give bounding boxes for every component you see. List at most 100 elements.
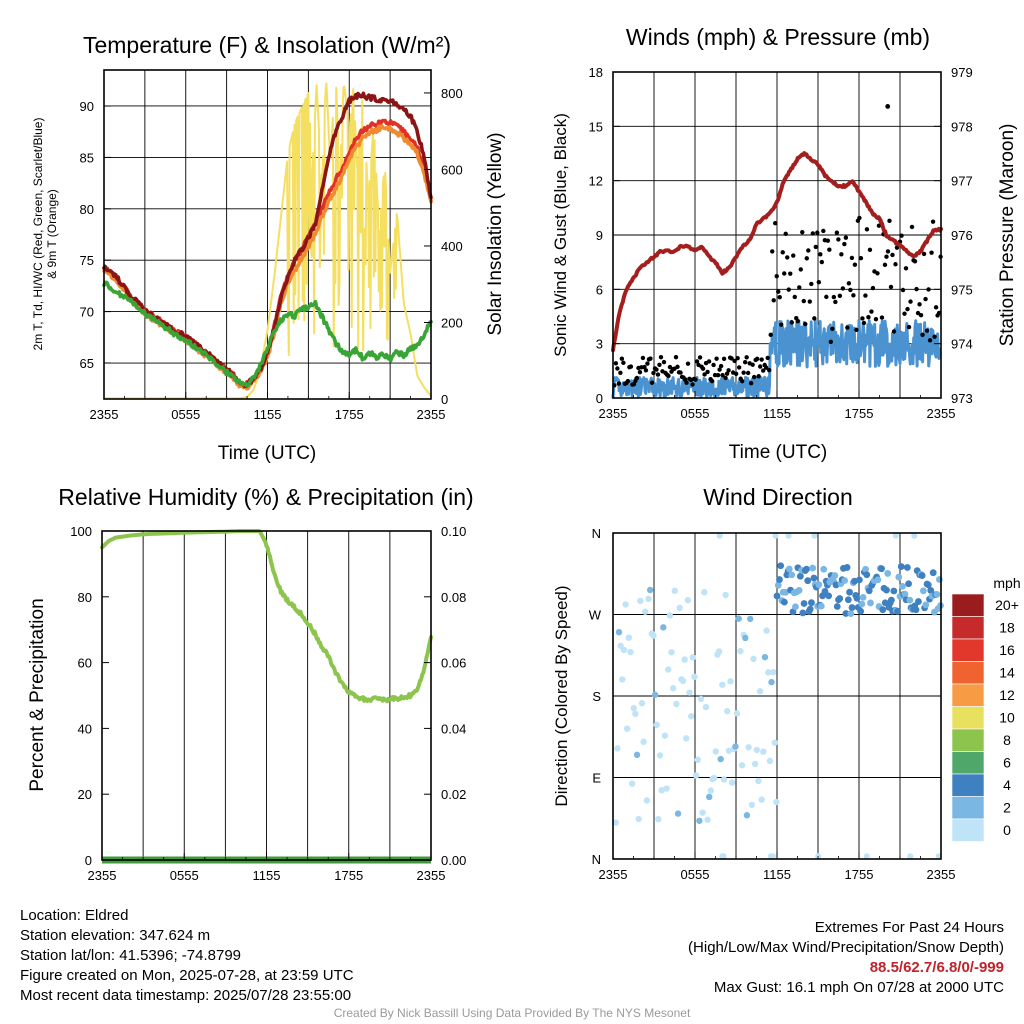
legend-label: 10 <box>999 710 1015 726</box>
y-tick-label: 90 <box>80 99 94 114</box>
direction-point <box>756 688 764 695</box>
gust-point <box>666 373 671 379</box>
gust-point <box>933 305 939 310</box>
direction-point <box>769 853 776 860</box>
station-info: Location: Eldred Station elevation: 347.… <box>20 906 354 1006</box>
direction-point <box>733 710 741 717</box>
gust-point <box>700 366 706 371</box>
direction-point <box>702 703 710 711</box>
direction-point <box>919 587 927 595</box>
direction-point <box>810 574 818 582</box>
x-tick-label: 2355 <box>90 407 119 422</box>
gust-point <box>795 319 800 324</box>
gust-point <box>783 231 788 237</box>
gust-point <box>909 224 915 230</box>
direction-point <box>720 776 728 783</box>
gust-point <box>869 309 874 314</box>
gust-point <box>718 363 724 369</box>
direction-point <box>640 738 647 745</box>
gust-point <box>760 368 766 373</box>
legend-title: mph <box>993 575 1020 591</box>
gust-point <box>675 364 680 370</box>
x-tick-label: 2355 <box>417 868 446 883</box>
legend-swatch <box>951 818 985 842</box>
legend-swatch <box>951 661 985 685</box>
direction-point <box>681 656 688 663</box>
gust-point <box>736 365 742 370</box>
y-tick-label: N <box>592 852 601 867</box>
direction-point <box>732 743 739 750</box>
y-tick-label: 80 <box>80 202 94 217</box>
gust-point <box>888 284 894 290</box>
x-tick-label: 2355 <box>599 867 628 882</box>
gust-point <box>767 368 772 373</box>
direction-point <box>755 777 762 785</box>
x-tick-label: 1755 <box>335 407 364 422</box>
y-tick-label: W <box>589 608 602 623</box>
x-tick-label: 2355 <box>927 406 956 421</box>
direction-point <box>737 647 744 655</box>
direction-point <box>842 610 850 617</box>
gust-point <box>818 252 823 257</box>
direction-point <box>673 700 680 708</box>
direction-point <box>666 612 674 619</box>
wind-x-axis-label: Time (UTC) <box>729 442 828 463</box>
direction-point <box>614 745 621 752</box>
gust-point <box>714 356 719 361</box>
legend-swatch <box>951 706 985 730</box>
direction-point <box>811 532 818 539</box>
pressure-y-axis-label: Station Pressure (Maroon) <box>997 124 1018 347</box>
y2-tick-label: 800 <box>441 86 463 101</box>
gust-point <box>906 324 912 330</box>
x-tick-label: 2355 <box>599 406 628 421</box>
direction-point <box>668 649 675 656</box>
direction-point <box>707 787 715 794</box>
y2-tick-label: 0.00 <box>441 853 466 868</box>
gust-point <box>705 369 710 375</box>
y2-tick-label: 0 <box>441 392 448 407</box>
y2-tick-label: 0.08 <box>441 590 466 605</box>
legend-swatch <box>951 751 985 775</box>
gust-point <box>661 359 667 365</box>
legend-label: 0 <box>1003 822 1011 838</box>
direction-point <box>766 757 774 765</box>
gust-point <box>723 375 728 381</box>
direction-point <box>892 532 899 539</box>
credit-line: Created By Nick Bassill Using Data Provi… <box>333 1006 691 1020</box>
direction-point <box>858 600 866 608</box>
pressure-series-line <box>611 151 943 353</box>
y2-tick-label: 400 <box>441 239 463 254</box>
direction-point <box>642 608 649 615</box>
gust-point <box>863 293 868 298</box>
gust-point <box>776 289 781 294</box>
gust-point <box>694 359 700 364</box>
y2-tick-label: 0.06 <box>441 656 466 671</box>
y-tick-label: 9 <box>596 228 603 243</box>
insolation-y-axis-label: Solar Insolation (Yellow) <box>485 132 506 335</box>
direction-point <box>862 565 869 573</box>
temperature-x-axis-label: Time (UTC) <box>218 443 317 464</box>
direction-point <box>696 817 703 824</box>
gust-point <box>891 329 897 334</box>
direction-point <box>867 599 874 607</box>
x-tick-label: 1155 <box>253 868 281 883</box>
recent-timestamp: Most recent data timestamp: 2025/07/28 2… <box>20 987 352 1004</box>
direction-point <box>656 752 664 759</box>
gust-point <box>780 250 785 255</box>
x-tick-label: 1755 <box>334 868 363 883</box>
direction-point <box>780 598 788 606</box>
direction-point <box>687 713 695 720</box>
y-tick-label: 80 <box>78 590 92 605</box>
y-tick-label: 0 <box>596 391 603 406</box>
direction-point <box>727 678 734 685</box>
wind-y-axis-label: Sonic Wind & Gust (Blue, Black) <box>551 113 570 357</box>
gust-point <box>801 298 806 304</box>
gust-point <box>833 299 838 305</box>
gust-point <box>813 244 819 250</box>
gust-point <box>791 253 796 258</box>
direction-point <box>635 815 642 823</box>
gust-point <box>640 355 646 361</box>
gust-point <box>616 381 622 386</box>
gust-point <box>619 356 625 361</box>
y-tick-label: 3 <box>596 337 603 352</box>
